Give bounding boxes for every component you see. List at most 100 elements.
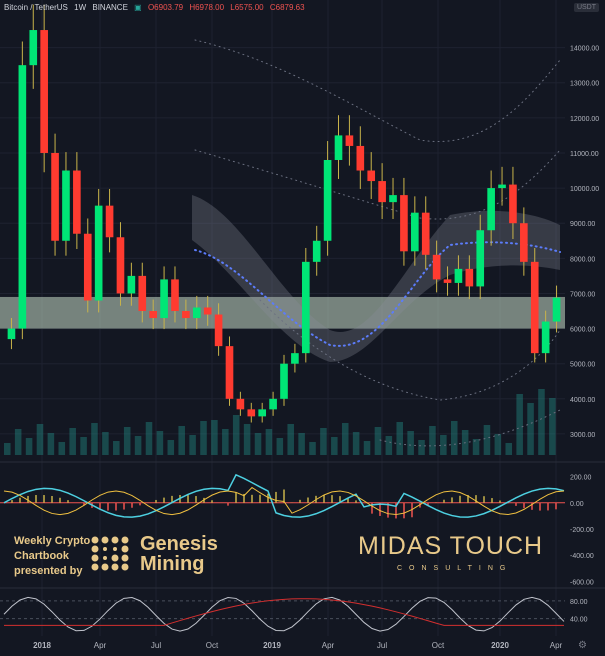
dotted-band-0 xyxy=(194,241,561,347)
volume-bar xyxy=(374,427,382,455)
candle-body xyxy=(29,30,38,66)
price-tick-label: 11000.00 xyxy=(570,151,599,158)
candle-body xyxy=(291,353,299,364)
genesis-mining-wordmark: Genesis Mining xyxy=(140,534,218,574)
time-tick-label: 2020 xyxy=(491,641,509,650)
candle-body xyxy=(476,230,485,287)
candle-body xyxy=(40,30,48,153)
candle-body xyxy=(312,240,321,262)
volume-bar xyxy=(200,421,207,455)
volume-bar xyxy=(385,436,393,455)
open-value: O6903.79 xyxy=(147,3,184,12)
candle-body xyxy=(214,314,223,347)
volume-bar xyxy=(58,442,66,455)
volume-bar xyxy=(123,427,131,455)
osc-tick-label: 0.00 xyxy=(570,501,584,508)
time-tick-label: Apr xyxy=(94,641,107,650)
volume-bar xyxy=(527,403,534,455)
brand-text: Weekly Crypto Chartbook presented by xyxy=(14,534,90,579)
volume-bar xyxy=(516,394,523,455)
volume-bar xyxy=(254,433,262,455)
midas-touch-logo: MIDAS TOUCH xyxy=(358,532,544,560)
price-tick-label: 7000.00 xyxy=(570,291,595,298)
candle-body xyxy=(225,346,234,399)
volume-bar xyxy=(102,432,109,455)
price-tick-label: 14000.00 xyxy=(570,46,599,53)
osc-signal-line-cyan xyxy=(3,473,565,518)
volume-bar xyxy=(265,429,273,455)
volume-bar xyxy=(483,425,491,455)
brand-line-1: Weekly Crypto xyxy=(14,535,91,547)
time-tick-label: 2018 xyxy=(33,641,51,650)
support-zone-band xyxy=(0,296,565,329)
candle-body xyxy=(247,409,256,417)
volume-bar xyxy=(538,389,545,455)
sponsor-line-1: Genesis xyxy=(140,533,218,555)
candle-body xyxy=(520,223,528,262)
candle-body xyxy=(301,261,310,354)
price-tick-label: 12000.00 xyxy=(570,116,599,123)
candle-body xyxy=(51,152,59,241)
candle-body xyxy=(203,307,212,315)
low-value: L6575.00 xyxy=(230,3,264,12)
volume-bar xyxy=(276,438,284,455)
volume-bar xyxy=(232,415,240,455)
candle-body xyxy=(411,212,419,252)
candle-body xyxy=(509,184,517,224)
time-tick-label: Oct xyxy=(432,641,445,650)
candle-body xyxy=(400,195,408,252)
interval-label[interactable]: 1W xyxy=(74,3,87,12)
volume-bar xyxy=(418,440,425,455)
close-value: C6879.63 xyxy=(269,3,305,12)
candle-body xyxy=(323,159,332,241)
volume-bar xyxy=(320,428,327,455)
candle-body xyxy=(7,328,16,340)
candle-body xyxy=(116,237,125,294)
osc-tick-label: -600.00 xyxy=(570,579,594,586)
candle-body xyxy=(73,170,81,234)
candle-body xyxy=(443,279,452,283)
volume-bar xyxy=(14,429,22,455)
volume-bar xyxy=(396,422,404,455)
sponsor-line-2: Mining xyxy=(140,553,205,575)
candle-body xyxy=(356,145,365,171)
brand-line-3: presented by xyxy=(14,565,83,577)
exchange-label: BINANCE xyxy=(92,3,128,12)
volume-bar xyxy=(211,420,218,455)
stoch-tick-label: 80.00 xyxy=(570,599,588,606)
candle-body xyxy=(541,321,550,354)
candle-body xyxy=(552,297,561,322)
volume-bar xyxy=(363,441,371,455)
price-tick-label: 4000.00 xyxy=(570,397,595,404)
volume-bar xyxy=(494,434,502,455)
stoch-line-d xyxy=(4,598,564,626)
candle-body xyxy=(138,275,147,312)
volume-bar xyxy=(189,435,196,455)
volume-bar xyxy=(134,436,142,455)
price-tick-label: 10000.00 xyxy=(570,186,599,193)
price-tick-label: 3000.00 xyxy=(570,432,595,439)
symbol-label[interactable]: Bitcoin / TetherUS xyxy=(4,3,68,12)
volume-bar xyxy=(69,428,76,455)
volume-bar xyxy=(243,424,251,455)
settings-gear-icon[interactable]: ⚙ xyxy=(578,640,587,651)
volume-bar xyxy=(113,441,120,455)
volume-bar xyxy=(407,431,414,455)
candle-body xyxy=(171,279,179,312)
candle-body xyxy=(432,254,441,280)
candle-body xyxy=(192,307,201,319)
osc-tick-label: -400.00 xyxy=(570,553,594,560)
volume-bar xyxy=(36,424,44,455)
volume-bar xyxy=(178,426,185,455)
candle-body xyxy=(83,233,92,301)
time-tick-label: Apr xyxy=(322,641,335,650)
brand-line-2: Chartbook xyxy=(14,550,69,562)
candle-body xyxy=(258,409,267,417)
volume-bar xyxy=(341,423,349,455)
currency-badge[interactable]: USDT xyxy=(573,3,599,12)
dotted-band-1 xyxy=(194,39,561,142)
candle-body xyxy=(487,188,495,231)
volume-bar xyxy=(156,431,164,455)
